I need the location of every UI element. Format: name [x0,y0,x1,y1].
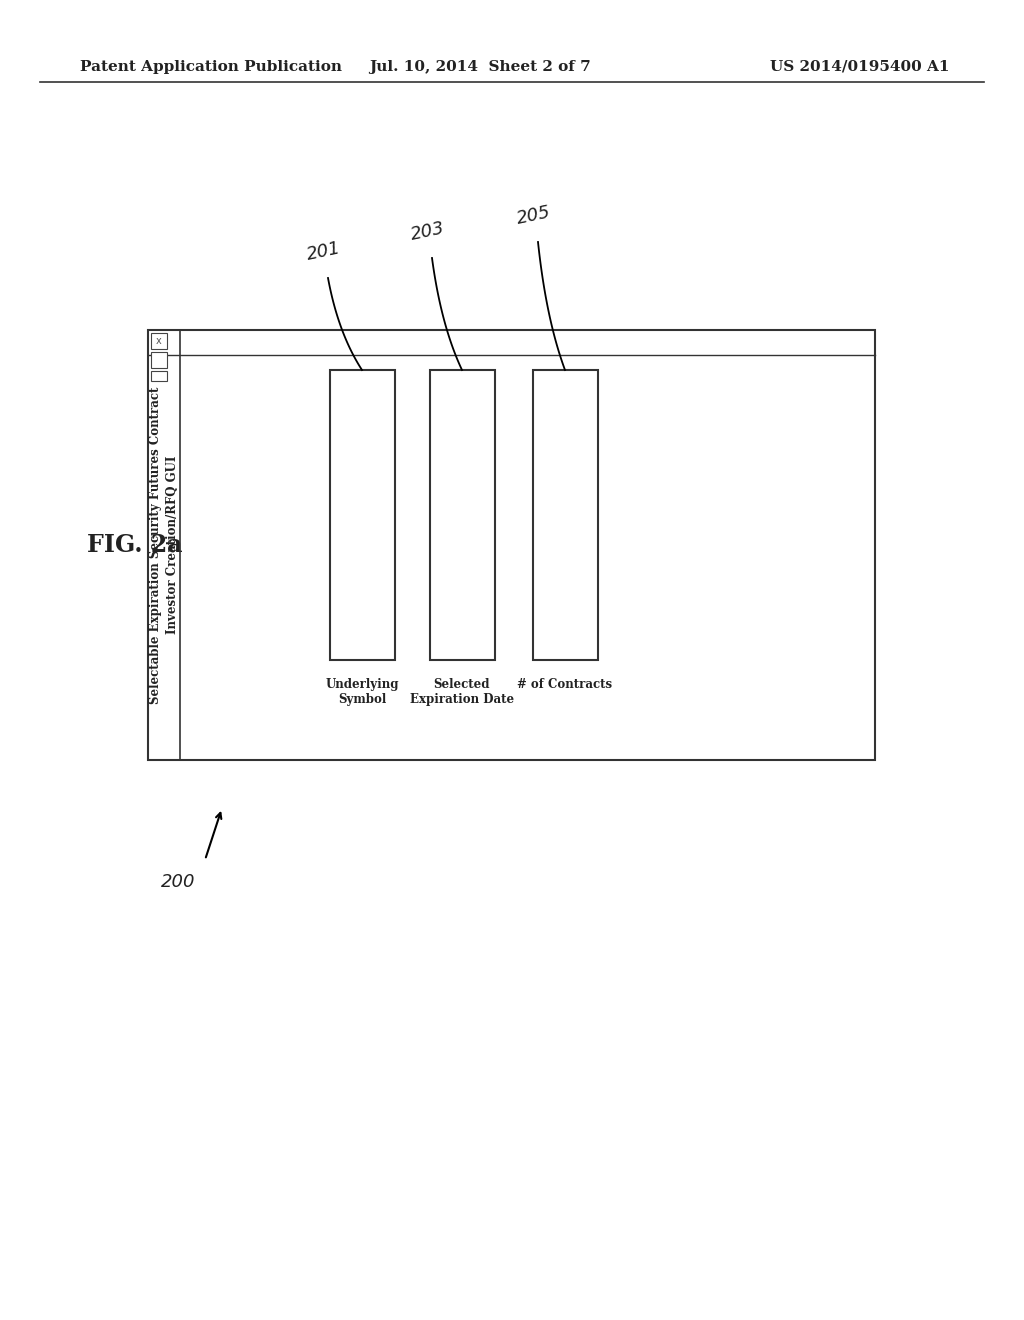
Text: 203: 203 [410,219,446,244]
Text: 201: 201 [305,239,343,264]
Text: Selected
Expiration Date: Selected Expiration Date [410,678,514,706]
Text: # of Contracts: # of Contracts [517,678,612,690]
Text: Jul. 10, 2014  Sheet 2 of 7: Jul. 10, 2014 Sheet 2 of 7 [369,59,591,74]
Bar [429,370,495,660]
Text: Underlying
Symbol: Underlying Symbol [326,678,398,706]
Bar [151,371,167,380]
Bar [148,330,874,760]
Bar [532,370,597,660]
Bar [330,370,394,660]
Text: 205: 205 [515,203,553,228]
Text: 200: 200 [161,873,196,891]
Text: US 2014/0195400 A1: US 2014/0195400 A1 [770,59,950,74]
Text: Patent Application Publication: Patent Application Publication [80,59,342,74]
Text: FIG. 2a: FIG. 2a [87,533,182,557]
Bar [151,352,167,368]
Text: x: x [156,337,162,346]
Text: Selectable Expiration Security Futures Contract
Investor Creation/RFQ GUI: Selectable Expiration Security Futures C… [148,387,179,704]
Bar [151,333,167,348]
